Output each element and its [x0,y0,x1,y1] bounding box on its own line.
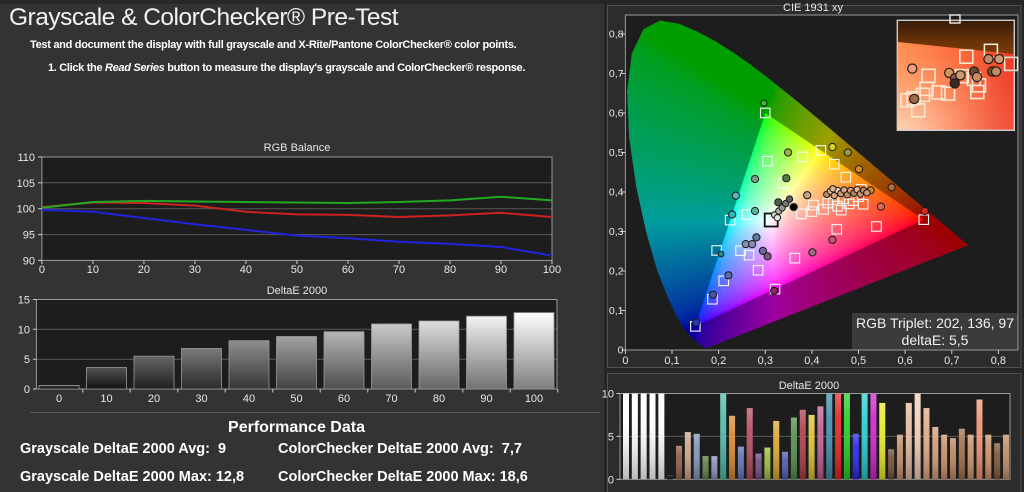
svg-text:50: 50 [291,264,303,276]
svg-text:90: 90 [495,264,507,276]
svg-text:60: 60 [342,264,354,276]
svg-text:100: 100 [525,393,543,405]
svg-text:0,7: 0,7 [944,355,959,367]
svg-text:0,2: 0,2 [609,266,624,278]
svg-text:80: 80 [433,393,445,405]
svg-text:10: 10 [18,324,30,336]
svg-text:0,4: 0,4 [804,355,819,367]
svg-text:0,8: 0,8 [991,355,1006,367]
svg-text:DeltaE 2000: DeltaE 2000 [779,380,840,392]
svg-text:90: 90 [23,255,35,267]
svg-text:deltaE: 5,5: deltaE: 5,5 [902,332,969,348]
svg-text:10: 10 [602,389,614,401]
svg-text:0: 0 [618,345,624,357]
svg-text:0: 0 [608,474,614,486]
svg-text:90: 90 [480,393,492,405]
svg-text:RGB Balance: RGB Balance [264,142,331,154]
svg-text:0: 0 [24,384,30,396]
svg-text:0,6: 0,6 [897,355,912,367]
svg-text:70: 70 [385,393,397,405]
svg-text:0,2: 0,2 [711,355,726,367]
svg-text:0,5: 0,5 [851,355,866,367]
svg-text:0,3: 0,3 [758,355,773,367]
svg-text:10: 10 [100,393,112,405]
svg-text:0,1: 0,1 [609,305,624,317]
svg-text:0,5: 0,5 [609,147,624,159]
svg-text:20: 20 [148,393,160,405]
svg-text:0: 0 [622,355,628,367]
svg-text:50: 50 [290,393,302,405]
svg-text:0,3: 0,3 [609,226,624,238]
svg-text:100: 100 [17,204,35,216]
svg-text:0: 0 [39,264,45,276]
svg-text:0,4: 0,4 [609,187,624,199]
svg-text:15: 15 [18,295,30,307]
svg-text:60: 60 [338,393,350,405]
svg-text:5: 5 [608,431,614,443]
svg-text:0,8: 0,8 [609,29,624,41]
svg-text:20: 20 [138,264,150,276]
svg-text:110: 110 [17,152,35,164]
svg-text:0: 0 [56,393,62,405]
svg-text:30: 30 [195,393,207,405]
svg-text:30: 30 [189,264,201,276]
svg-text:0,7: 0,7 [609,68,624,80]
svg-text:105: 105 [17,178,35,190]
svg-text:40: 40 [240,264,252,276]
svg-text:80: 80 [444,264,456,276]
svg-text:DeltaE 2000: DeltaE 2000 [267,285,328,297]
svg-text:70: 70 [393,264,405,276]
svg-text:100: 100 [543,264,561,276]
svg-text:0,6: 0,6 [609,108,624,120]
svg-text:10: 10 [87,264,99,276]
svg-text:0,1: 0,1 [664,355,679,367]
svg-text:CIE 1931 xy: CIE 1931 xy [783,2,843,14]
svg-text:RGB Triplet: 202, 136, 97: RGB Triplet: 202, 136, 97 [856,315,1014,331]
svg-text:95: 95 [23,230,35,242]
svg-text:40: 40 [243,393,255,405]
svg-text:5: 5 [24,354,30,366]
